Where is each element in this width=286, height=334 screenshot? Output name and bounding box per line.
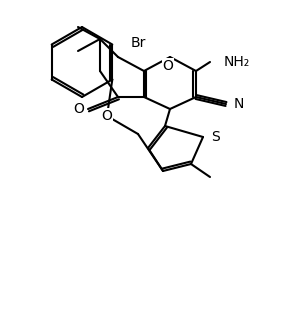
Text: Br: Br [130, 35, 146, 49]
Text: O: O [162, 59, 173, 73]
Text: O: O [74, 102, 84, 116]
Text: N: N [234, 97, 244, 111]
Text: NH₂: NH₂ [224, 55, 250, 69]
Text: O: O [102, 109, 112, 123]
Text: S: S [211, 130, 220, 144]
